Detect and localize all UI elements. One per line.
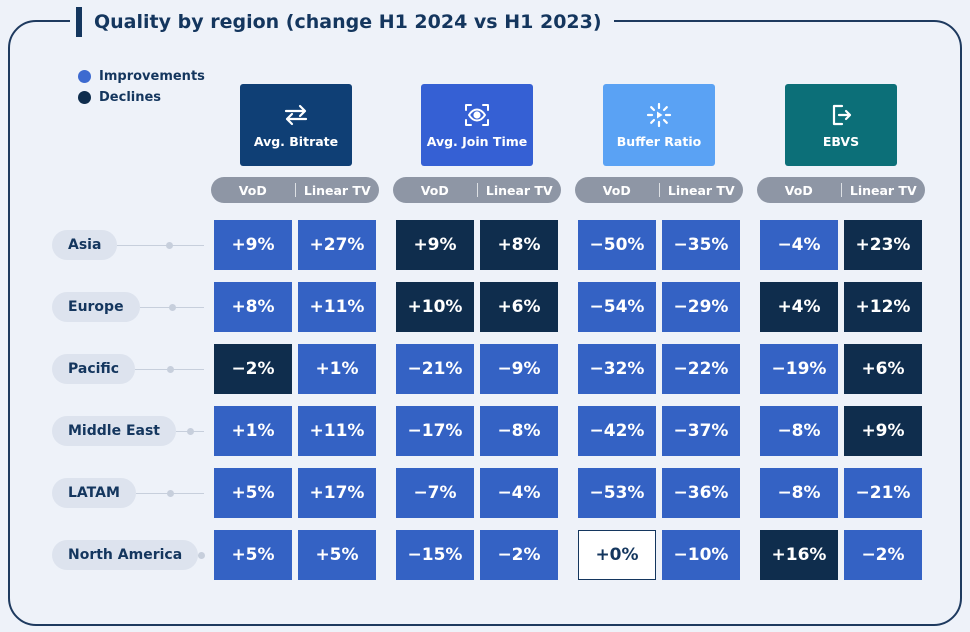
heatmap-cell: −15% bbox=[396, 530, 474, 580]
row-connector-dot bbox=[166, 366, 174, 373]
heatmap-cell: +9% bbox=[214, 220, 292, 270]
heatmap-cell: +11% bbox=[298, 282, 376, 332]
title-accent-bar bbox=[76, 7, 82, 37]
subheader-buffer-ratio: VoD Linear TV bbox=[575, 177, 743, 203]
title-block: Quality by region (change H1 2024 vs H1 … bbox=[70, 6, 614, 38]
subheader-vod: VoD bbox=[420, 182, 449, 198]
row-connector-dot bbox=[198, 552, 205, 559]
heatmap-cell: −29% bbox=[662, 282, 740, 332]
legend-item-improvements: Improvements bbox=[78, 66, 205, 87]
heatmap-cell: −2% bbox=[214, 344, 292, 394]
subheader-ebvs: VoD Linear TV bbox=[757, 177, 925, 203]
heatmap-cell: +6% bbox=[480, 282, 558, 332]
heatmap-cell: −37% bbox=[662, 406, 740, 456]
heatmap-cell: +9% bbox=[396, 220, 474, 270]
row-connector-dot bbox=[166, 242, 173, 249]
legend: Improvements Declines bbox=[78, 66, 205, 108]
metric-label: Avg. Bitrate bbox=[253, 133, 339, 149]
heatmap-cell: −8% bbox=[760, 468, 838, 518]
heatmap-cell: −32% bbox=[578, 344, 656, 394]
heatmap-cell: −4% bbox=[480, 468, 558, 518]
metric-avg-bitrate: Avg. Bitrate bbox=[240, 84, 352, 166]
heatmap-cell: +5% bbox=[214, 530, 292, 580]
subheader-linear-tv: Linear TV bbox=[849, 182, 917, 198]
heatmap-cell: −7% bbox=[396, 468, 474, 518]
heatmap-cell: −4% bbox=[760, 220, 838, 270]
heatmap-cell: +16% bbox=[760, 530, 838, 580]
heatmap-cell: −42% bbox=[578, 406, 656, 456]
heatmap-cell: −9% bbox=[480, 344, 558, 394]
row-connector-dot bbox=[169, 304, 176, 311]
subheader-vod: VoD bbox=[784, 182, 813, 198]
metric-ebvs: EBVS bbox=[785, 84, 897, 166]
heatmap-cell: +0% bbox=[578, 530, 656, 580]
heatmap-cell: −54% bbox=[578, 282, 656, 332]
heatmap-cell: −19% bbox=[760, 344, 838, 394]
heatmap-cell: +1% bbox=[214, 406, 292, 456]
heatmap-cell: +8% bbox=[214, 282, 292, 332]
heatmap-cell: −2% bbox=[480, 530, 558, 580]
heatmap-cell: −53% bbox=[578, 468, 656, 518]
swap-arrows-icon bbox=[283, 102, 309, 128]
region-label-north-america: North America bbox=[52, 540, 199, 570]
heatmap-cell: −21% bbox=[844, 468, 922, 518]
chart-title: Quality by region (change H1 2024 vs H1 … bbox=[94, 11, 602, 33]
heatmap-cell: −8% bbox=[480, 406, 558, 456]
subheader-linear-tv: Linear TV bbox=[303, 182, 371, 198]
heatmap-cell: +23% bbox=[844, 220, 922, 270]
region-label-pacific: Pacific bbox=[52, 354, 136, 384]
heatmap-cell: +9% bbox=[844, 406, 922, 456]
region-label-europe: Europe bbox=[52, 292, 140, 322]
heatmap-cell: +8% bbox=[480, 220, 558, 270]
metric-avg-join-time: Avg. Join Time bbox=[421, 84, 533, 166]
heatmap-cell: +27% bbox=[298, 220, 376, 270]
metric-label: Buffer Ratio bbox=[616, 133, 702, 149]
legend-label-declines: Declines bbox=[99, 90, 162, 105]
heatmap-cell: +10% bbox=[396, 282, 474, 332]
legend-dot-declines bbox=[78, 91, 91, 104]
heatmap-cell: −36% bbox=[662, 468, 740, 518]
heatmap-cell: +1% bbox=[298, 344, 376, 394]
heatmap-cell: −22% bbox=[662, 344, 740, 394]
heatmap-cell: +12% bbox=[844, 282, 922, 332]
subheader-vod: VoD bbox=[238, 182, 267, 198]
row-connector-dot bbox=[187, 428, 194, 435]
legend-dot-improvements bbox=[78, 70, 91, 83]
heatmap-cell: +6% bbox=[844, 344, 922, 394]
row-connector-line bbox=[117, 245, 204, 246]
heatmap-cell: +5% bbox=[214, 468, 292, 518]
metric-label: EBVS bbox=[822, 133, 860, 149]
heatmap-cell: −10% bbox=[662, 530, 740, 580]
heatmap-cell: +4% bbox=[760, 282, 838, 332]
subheader-vod: VoD bbox=[602, 182, 631, 198]
metric-label: Avg. Join Time bbox=[426, 133, 528, 149]
subheader-avg-join-time: VoD Linear TV bbox=[393, 177, 561, 203]
row-connector-dot bbox=[167, 490, 174, 497]
subheader-linear-tv: Linear TV bbox=[485, 182, 553, 198]
heatmap-cell: −2% bbox=[844, 530, 922, 580]
heatmap-cell: −35% bbox=[662, 220, 740, 270]
heatmap-cell: +17% bbox=[298, 468, 376, 518]
exit-icon bbox=[829, 102, 853, 128]
heatmap-cell: +5% bbox=[298, 530, 376, 580]
heatmap-cell: −50% bbox=[578, 220, 656, 270]
subheader-linear-tv: Linear TV bbox=[667, 182, 735, 198]
region-label-asia: Asia bbox=[52, 230, 118, 260]
region-label-latam: LATAM bbox=[52, 478, 136, 508]
metric-buffer-ratio: Buffer Ratio bbox=[603, 84, 715, 166]
loading-play-icon bbox=[646, 102, 672, 128]
eye-scan-icon bbox=[464, 102, 490, 128]
heatmap-cell: +11% bbox=[298, 406, 376, 456]
heatmap-cell: −21% bbox=[396, 344, 474, 394]
legend-label-improvements: Improvements bbox=[99, 69, 205, 84]
heatmap-cell: −8% bbox=[760, 406, 838, 456]
region-label-middle-east: Middle East bbox=[52, 416, 176, 446]
subheader-avg-bitrate: VoD Linear TV bbox=[211, 177, 379, 203]
legend-item-declines: Declines bbox=[78, 87, 205, 108]
heatmap-cell: −17% bbox=[396, 406, 474, 456]
